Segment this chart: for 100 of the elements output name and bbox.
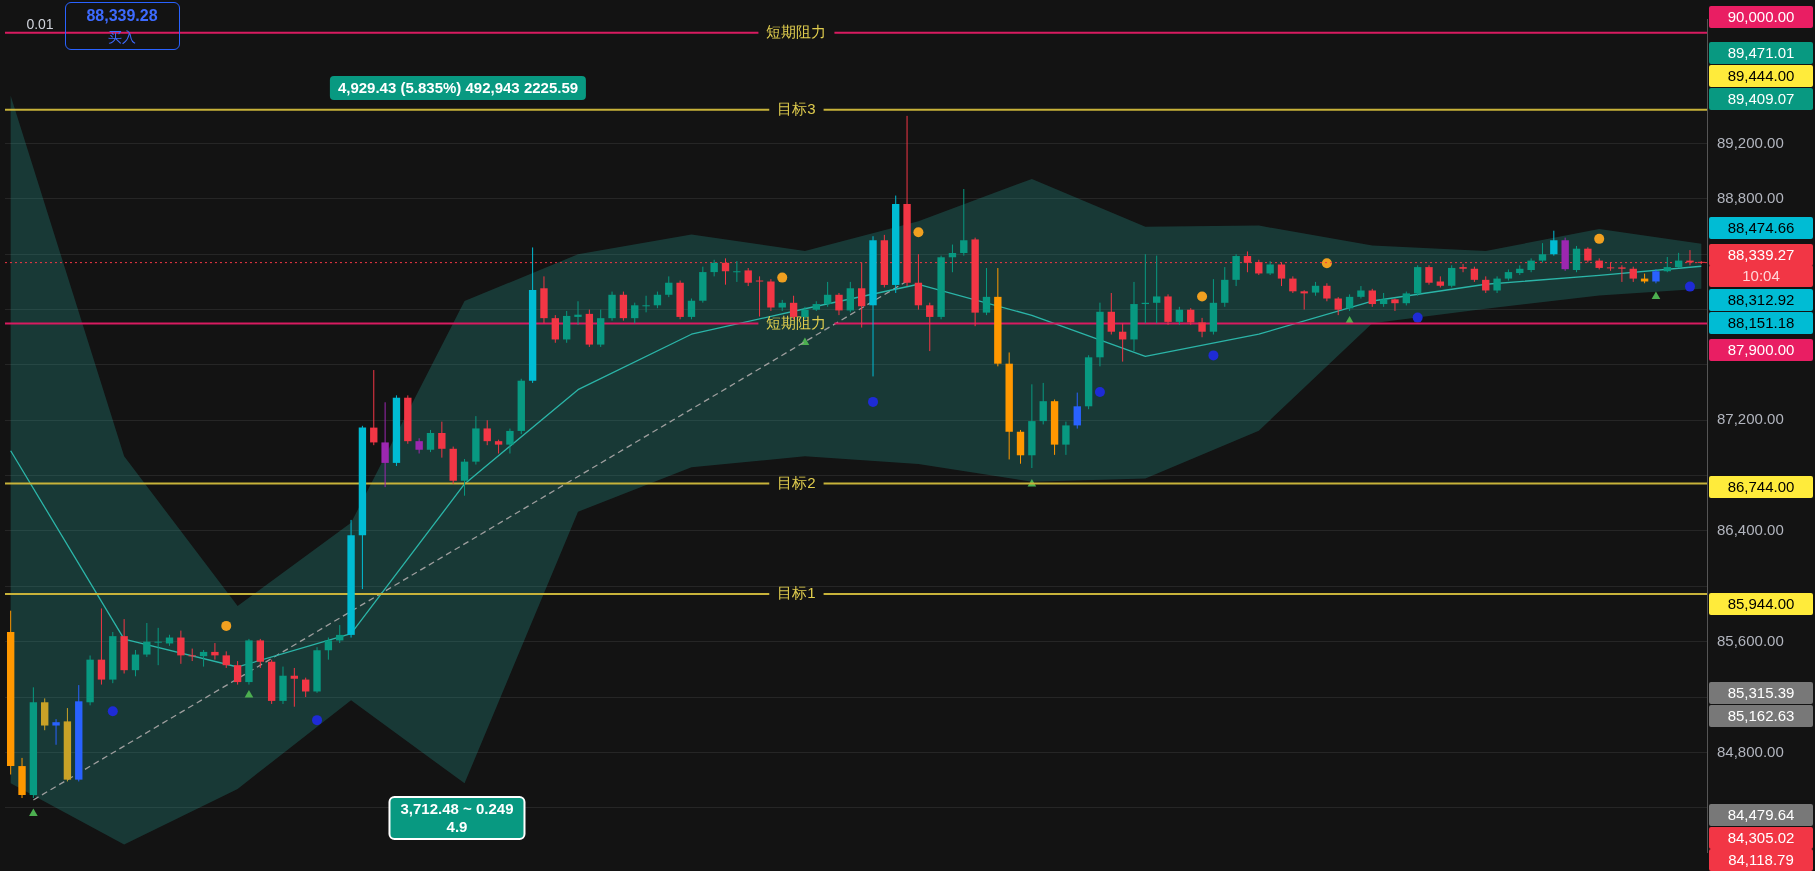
point [244, 689, 254, 698]
candlestick [1039, 382, 1047, 425]
candlestick [665, 275, 673, 298]
candlestick [1198, 317, 1206, 338]
candlestick [619, 291, 628, 322]
candlestick [233, 660, 242, 686]
text: 87,900.00 [1709, 339, 1813, 361]
point [1684, 281, 1695, 292]
ref-line-label: 短期阻力 [766, 313, 827, 331]
text: 88,312.92 [1709, 289, 1813, 311]
point [1197, 291, 1208, 302]
ref-line-label: 短期阻力 [766, 22, 827, 40]
candlestick [381, 401, 389, 488]
candlestick [324, 637, 333, 661]
annotation: 买入 [108, 28, 136, 46]
annotation: 88,339.28 [86, 7, 158, 25]
annotation: 3,712.48 ~ 0.249 4.9 [388, 796, 526, 840]
candlestick [982, 267, 991, 316]
candlestick [1448, 264, 1456, 288]
candlestick [1618, 264, 1626, 283]
point [1651, 291, 1661, 300]
candlestick [1062, 421, 1070, 456]
text: 90,000.00 [1709, 6, 1813, 28]
candlestick [97, 607, 106, 686]
candlestick [687, 298, 696, 320]
candlestick [1300, 289, 1308, 311]
candlestick [143, 622, 151, 658]
candlestick [562, 310, 571, 344]
candlestick [1153, 255, 1161, 324]
text: 88,151.18 [1709, 312, 1813, 334]
y-tick-label: 87,200.00 [1717, 410, 1784, 428]
point [107, 706, 118, 717]
text: 10:04 [1709, 265, 1813, 287]
point [29, 808, 38, 816]
candlestick [1572, 245, 1581, 273]
candlestick [483, 419, 491, 446]
y-tick-label: 89,200.00 [1717, 133, 1784, 151]
text: 85,162.63 [1709, 705, 1813, 727]
ref-line-label: 目标3 [777, 99, 816, 117]
candlestick [608, 291, 616, 322]
candlestick [1357, 285, 1365, 300]
point [1321, 258, 1332, 269]
text: 88,339.27 [1709, 244, 1813, 266]
text: 84,118.79 [1709, 849, 1813, 871]
text: 88,474.66 [1709, 217, 1813, 239]
candlestick [755, 275, 764, 317]
text: 85,944.00 [1709, 593, 1813, 615]
ref-line-label: 目标2 [777, 473, 816, 491]
candlestick [460, 458, 469, 497]
candlestick [131, 649, 140, 677]
point [1594, 233, 1605, 244]
candlestick [1107, 292, 1115, 335]
candlestick [211, 642, 219, 661]
candlestick [835, 292, 843, 316]
y-tick-label: 86,400.00 [1717, 521, 1784, 539]
point [913, 227, 924, 238]
candlestick [256, 638, 264, 669]
candlestick [1221, 266, 1229, 308]
candlestick [823, 281, 832, 308]
text: 89,409.07 [1709, 88, 1813, 110]
candlestick [960, 188, 968, 257]
point [868, 396, 879, 407]
text: 86,744.00 [1709, 476, 1813, 498]
point [777, 272, 788, 283]
point [1094, 386, 1105, 397]
candlestick [177, 630, 185, 665]
candlestick [290, 667, 299, 708]
y-tick-label: 84,800.00 [1717, 742, 1784, 760]
candlestick [733, 260, 741, 283]
y-tick-label: 88,800.00 [1717, 189, 1784, 207]
candlestick [574, 300, 582, 326]
point [1208, 350, 1219, 361]
candlestick [926, 302, 934, 352]
candlestick [642, 295, 650, 313]
candlestick [846, 281, 855, 313]
candlestick [370, 369, 378, 446]
candlestick [1016, 429, 1025, 465]
candlestick [426, 429, 435, 453]
candlestick [551, 314, 559, 344]
candlestick [1425, 264, 1433, 286]
candlestick [41, 697, 49, 731]
text: 89,471.01 [1709, 42, 1813, 64]
text: 89,444.00 [1709, 65, 1813, 87]
ref-line-label: 目标1 [777, 584, 816, 602]
candlestick [1391, 298, 1399, 312]
y-tick-label: 85,600.00 [1717, 631, 1784, 649]
candlestick [506, 428, 514, 454]
point [1412, 312, 1423, 323]
text: 84,479.64 [1709, 804, 1813, 826]
point [312, 715, 323, 726]
annotation: 0.01 [26, 15, 54, 33]
candlestick [1232, 253, 1240, 287]
point [221, 620, 232, 631]
candlestick [52, 718, 60, 746]
annotation: 4,929.43 (5.835%) 492,943 2225.59 [329, 76, 587, 100]
candlestick [1538, 242, 1547, 264]
candlestick [188, 648, 196, 662]
candlestick [1550, 230, 1558, 257]
text: 84,305.02 [1709, 827, 1813, 849]
text: 85,315.39 [1709, 682, 1813, 704]
